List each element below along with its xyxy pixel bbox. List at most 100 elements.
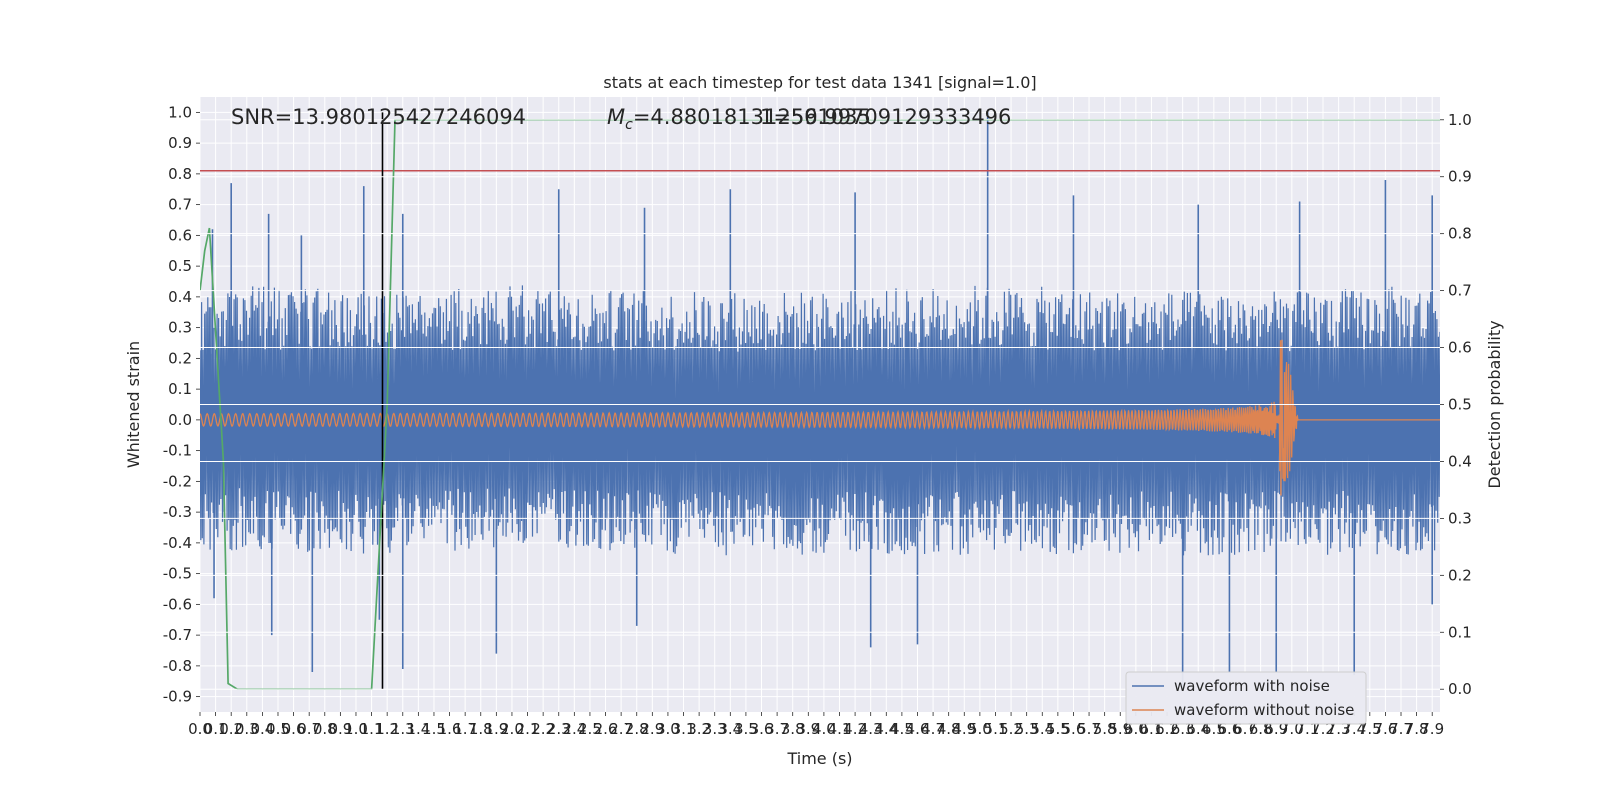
x-tick-label: 5.8 <box>1093 720 1117 738</box>
x-tick-label: 4.1 <box>828 720 852 738</box>
y2-tick-label: 0.9 <box>1448 168 1472 186</box>
y2-tick-label: 0.1 <box>1448 623 1472 641</box>
x-tick-label: 4.8 <box>937 720 961 738</box>
x-tick-label: 0.3 <box>235 720 259 738</box>
y2-tick-label: 0.3 <box>1448 509 1472 527</box>
x-tick-label: 1.7 <box>453 720 477 738</box>
x-tick-label: 1.8 <box>469 720 493 738</box>
x-tick-label: 1.4 <box>406 720 430 738</box>
x-tick-label: 0.7 <box>297 720 321 738</box>
x-tick-label: 2.8 <box>625 720 649 738</box>
y2-axis-label: Detection probability <box>1485 320 1504 488</box>
x-tick-label: 3.7 <box>765 720 789 738</box>
x-tick-label: 2.0 <box>500 720 524 738</box>
x-tick-label: 5.6 <box>1062 720 1086 738</box>
x-tick-label: 4.9 <box>952 720 976 738</box>
x-axis-label: Time (s) <box>786 749 852 768</box>
x-tick-label: 2.7 <box>609 720 633 738</box>
y-tick-label: 0.1 <box>168 380 192 398</box>
x-tick-label: 3.3 <box>703 720 727 738</box>
y-tick-label: -0.9 <box>163 688 192 706</box>
x-tick-label: 2.6 <box>594 720 618 738</box>
snr-annotation: SNR=13.980125427246094 <box>231 105 526 129</box>
x-tick-label: 4.4 <box>874 720 898 738</box>
x-tick-label: 3.4 <box>718 720 742 738</box>
y-tick-label: 0.8 <box>168 165 192 183</box>
series-noisy-line <box>200 285 1440 556</box>
x-tick-label: 0.0 <box>188 720 212 738</box>
x-tick-label: 2.9 <box>640 720 664 738</box>
y2-tick-label: 0.2 <box>1448 566 1472 584</box>
x-tick-label: 3.1 <box>672 720 696 738</box>
y-tick-label: 0.9 <box>168 134 192 152</box>
x-tick-label: 7.7 <box>1389 720 1413 738</box>
x-tick-label: 3.9 <box>796 720 820 738</box>
x-tick-label: 1.3 <box>391 720 415 738</box>
y2-tick-label: 0.5 <box>1448 396 1472 414</box>
x-tick-label: 4.5 <box>890 720 914 738</box>
x-tick-label: 2.3 <box>547 720 571 738</box>
legend-label-noisy: waveform with noise <box>1174 677 1330 695</box>
x-tick-label: 5.0 <box>968 720 992 738</box>
overlap-annotation: 1=59.99709129333496 <box>760 105 1011 129</box>
y-tick-label: 0.5 <box>168 257 192 275</box>
series-clean-line <box>200 339 1440 496</box>
x-tick-label: 7.8 <box>1405 720 1429 738</box>
y-tick-label: 0.3 <box>168 319 192 337</box>
x-tick-label: 1.1 <box>360 720 384 738</box>
mc-value: =4.880181312561035 <box>633 105 871 129</box>
mc-subscript: c <box>625 117 633 133</box>
x-tick-label: 5.9 <box>1108 720 1132 738</box>
x-tick-label: 3.0 <box>656 720 680 738</box>
y-tick-label: 1.0 <box>168 103 192 121</box>
x-tick-label: 3.6 <box>750 720 774 738</box>
x-tick-label: 0.9 <box>328 720 352 738</box>
y-tick-label: 0.6 <box>168 226 192 244</box>
y2-tick-label: 0.6 <box>1448 339 1472 357</box>
y2-tick-label: 0.8 <box>1448 225 1472 243</box>
y-axis-label: Whitened strain <box>124 341 143 468</box>
y-tick-label: -0.8 <box>163 657 192 675</box>
x-tick-label: 5.5 <box>1046 720 1070 738</box>
x-tick-label: 0.1 <box>204 720 228 738</box>
y2-tick-label: 0.4 <box>1448 452 1472 470</box>
x-tick-label: 2.4 <box>562 720 586 738</box>
y2-tick-label: 0.0 <box>1448 680 1472 698</box>
x-tick-label: 4.7 <box>921 720 945 738</box>
legend-box <box>1125 671 1367 725</box>
x-tick-label: 5.7 <box>1077 720 1101 738</box>
x-tick-label: 1.5 <box>422 720 446 738</box>
x-tick-label: 2.1 <box>516 720 540 738</box>
x-tick-label: 1.6 <box>438 720 462 738</box>
x-tick-label: 1.9 <box>484 720 508 738</box>
y-tick-label: -0.4 <box>163 534 192 552</box>
x-tick-label: 5.2 <box>999 720 1023 738</box>
mc-symbol: M <box>607 105 625 129</box>
x-tick-label: 7.9 <box>1420 720 1444 738</box>
x-tick-label: 0.5 <box>266 720 290 738</box>
y-tick-label: -0.7 <box>163 626 192 644</box>
legend-label-clean: waveform without noise <box>1174 701 1354 719</box>
x-tick-label: 4.0 <box>812 720 836 738</box>
y-tick-label: 0.7 <box>168 196 192 214</box>
x-tick-label: 1.0 <box>344 720 368 738</box>
x-tick-label: 0.8 <box>313 720 337 738</box>
y2-tick-label: 1.0 <box>1448 111 1472 129</box>
x-tick-label: 4.3 <box>859 720 883 738</box>
x-tick-label: 0.2 <box>219 720 243 738</box>
y-tick-label: -0.6 <box>163 595 192 613</box>
y-tick-label: 0.4 <box>168 288 192 306</box>
x-tick-label: 4.6 <box>906 720 930 738</box>
x-tick-label: 4.2 <box>843 720 867 738</box>
y-tick-label: -0.2 <box>163 472 192 490</box>
x-tick-label: 5.3 <box>1015 720 1039 738</box>
x-tick-label: 3.2 <box>687 720 711 738</box>
y-tick-label: 0.2 <box>168 349 192 367</box>
y2-tick-label: 0.7 <box>1448 282 1472 300</box>
x-tick-label: 2.5 <box>578 720 602 738</box>
x-tick-label: 7.6 <box>1373 720 1397 738</box>
y-tick-label: 0.0 <box>168 411 192 429</box>
y-tick-label: -0.5 <box>163 565 192 583</box>
